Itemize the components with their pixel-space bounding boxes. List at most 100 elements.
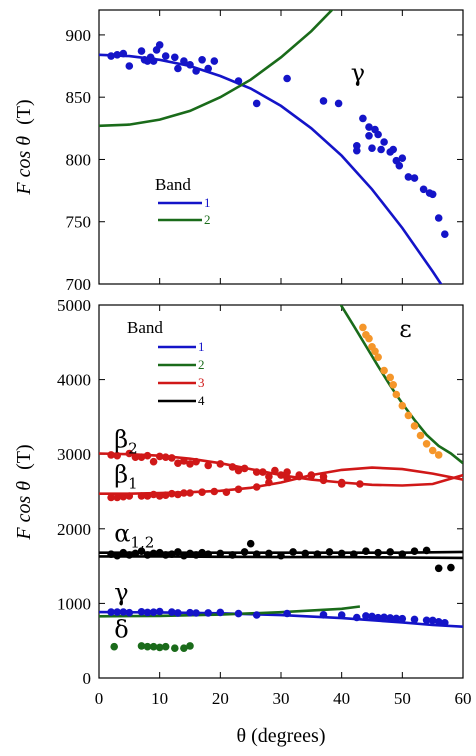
data-point [168, 608, 176, 616]
band-annotation: δ [114, 616, 128, 644]
data-point [110, 642, 118, 651]
data-point [168, 550, 176, 558]
data-point [422, 616, 431, 625]
legend-entry-label: 2 [198, 357, 205, 372]
data-point [107, 608, 115, 616]
data-point [186, 460, 194, 468]
data-point [155, 548, 164, 557]
data-point [389, 145, 398, 154]
x-axis-label: θ (degrees) [237, 725, 326, 747]
data-point [265, 478, 273, 487]
data-point [389, 381, 398, 389]
y-tick-label: 3000 [57, 445, 91, 464]
data-point [368, 144, 376, 152]
data-point [289, 548, 297, 556]
band-annotation-subscript: 1,2 [130, 534, 154, 552]
data-point [271, 466, 279, 475]
data-point [398, 154, 407, 162]
data-point [301, 549, 310, 558]
data-point [350, 550, 358, 558]
data-point [137, 453, 146, 462]
data-point [392, 390, 401, 399]
data-point [113, 608, 121, 616]
data-point [374, 353, 382, 362]
data-point [380, 138, 388, 146]
x-tick-label: 60 [455, 689, 472, 708]
data-point [319, 472, 328, 481]
bottom-panel: 0 10 20 30 40 50 60 0 1000 2000 3000 4000 5000 Band 1 2… [57, 296, 472, 708]
band-annotation: γ [351, 59, 365, 87]
data-point [434, 618, 443, 626]
legend-title: Band [155, 175, 191, 194]
data-point [353, 613, 361, 622]
y-axis-label-unit: (T) [13, 444, 35, 470]
data-point [204, 550, 212, 558]
data-point [374, 613, 382, 622]
data-point [246, 539, 255, 548]
fit-curve-band-2 [99, 605, 361, 618]
data-point [422, 440, 431, 448]
data-point [365, 334, 373, 343]
data-point [228, 463, 237, 471]
data-point [386, 614, 395, 622]
data-point [161, 491, 170, 500]
band-annotation: α1,2 [114, 520, 154, 552]
legend: Band 1 2 3 4 [127, 318, 205, 408]
data-point [283, 74, 291, 83]
data-point [398, 614, 407, 623]
data-point [149, 57, 158, 65]
data-point [398, 401, 407, 410]
data-point [198, 488, 206, 497]
data-point [149, 608, 158, 616]
data-points [107, 323, 455, 652]
data-point [155, 492, 164, 500]
data-point [265, 472, 273, 481]
data-point [319, 97, 328, 105]
x-tick-label: 50 [394, 689, 411, 708]
data-point [168, 489, 176, 498]
data-point [186, 549, 194, 558]
data-point [428, 190, 437, 199]
data-point [410, 174, 419, 182]
data-point [186, 642, 194, 650]
data-point [174, 609, 182, 617]
data-point [204, 609, 212, 617]
data-point [441, 230, 449, 238]
data-point [186, 489, 194, 497]
data-point [252, 483, 261, 491]
data-point [234, 609, 243, 618]
y-axis-label-text: F cos θ [13, 136, 35, 196]
data-point [319, 611, 328, 619]
data-point [119, 608, 128, 616]
y-tick-label: 1000 [57, 594, 91, 613]
data-point [216, 460, 225, 468]
data-point [180, 551, 188, 560]
data-point [434, 564, 443, 573]
data-point [410, 547, 419, 555]
data-point [374, 130, 382, 139]
y-tick-label: 0 [83, 669, 92, 688]
data-point [155, 607, 164, 616]
data-point [252, 468, 261, 476]
data-point [410, 422, 419, 430]
data-point [392, 614, 401, 623]
data-point [143, 451, 152, 460]
data-point [143, 492, 152, 500]
data-point [216, 549, 225, 558]
data-point [434, 451, 443, 459]
y-axis-label-unit: (T) [13, 99, 35, 125]
data-point [161, 52, 170, 60]
data-point [234, 485, 243, 494]
data-point [174, 64, 182, 73]
data-point [192, 457, 200, 466]
data-point [204, 461, 212, 470]
legend-entry-label: 1 [204, 195, 211, 210]
data-point [198, 56, 206, 64]
data-point [113, 51, 121, 59]
y-tick-label: 4000 [57, 371, 91, 390]
y-tick-label: 700 [66, 275, 92, 294]
data-point [168, 454, 176, 462]
y-tick-label: 5000 [57, 296, 91, 315]
data-point [371, 347, 379, 356]
data-point [171, 53, 179, 62]
